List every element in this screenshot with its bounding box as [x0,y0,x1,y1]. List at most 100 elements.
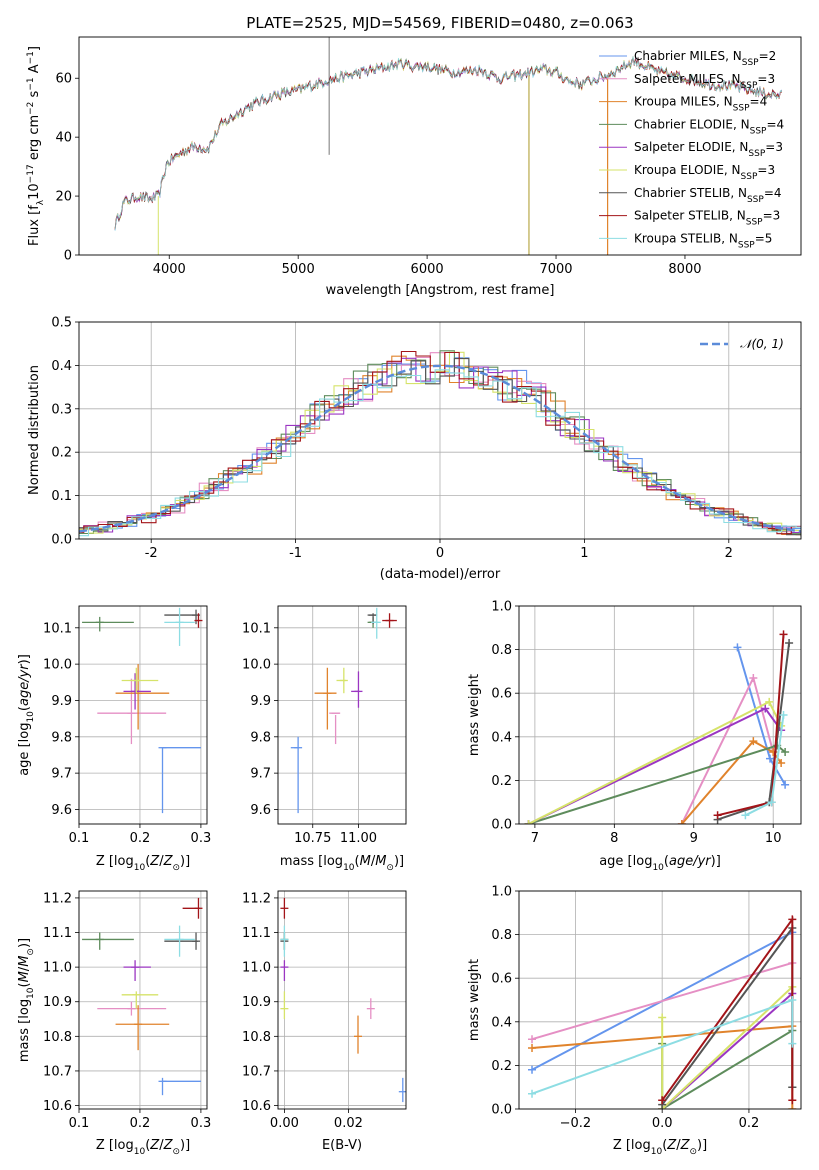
y-tick-label: 10.7 [242,1064,271,1079]
y-tick-label: 0 [64,249,72,264]
axes-frame [277,890,407,1110]
weight-marker [781,780,790,789]
plot-area [528,915,797,1109]
y-tick-label: 0.2 [491,774,512,789]
axes-frame [518,890,802,1110]
weight-line [531,961,793,1041]
age-vs-metallicity-chart: 0.1 0.2 0.3 9.6 9.7 9.8 9.9 10.0 10.1 [43,605,212,846]
x-tick-label: 0.1 [69,1116,90,1131]
x-tick-label: 0.0 [652,1116,673,1131]
legend-label: Chabrier MILES, NSSP=2 [634,49,776,68]
y-tick-label: 9.6 [51,803,72,818]
x-axis-label: wavelength [Angstrom, rest frame] [326,283,555,298]
weight-marker [528,1035,537,1044]
y-tick-label: 0.4 [491,730,512,745]
weight-marker [528,1043,537,1052]
y-axis-label: Flux [fλ10−17 erg cm−2 s−1 A−1] [26,46,46,246]
y-tick-label: 10.0 [43,658,72,673]
plot-area [290,607,397,814]
y-tick-label: 40 [55,131,72,146]
weight-marker [766,754,775,763]
plot-area [82,897,203,1096]
y-tick-label: 11.0 [242,961,271,976]
weight-marker [765,697,774,706]
y-tick-label: 0.4 [491,1015,512,1030]
y-tick-label: 0.2 [51,446,72,461]
x-tick-label: 0.3 [191,831,212,846]
axes-frame [78,605,208,825]
y-tick-label: 0.0 [491,1103,512,1118]
x-tick-label: 8 [610,831,618,846]
x-axis-label: age [log10(age/yr)] [599,854,721,873]
weight-marker [749,673,758,682]
y-tick-label: 60 [55,72,72,87]
x-tick-label: 5000 [282,262,315,277]
y-tick-label: 10.1 [242,621,271,636]
y-tick-label: 9.7 [51,767,72,782]
x-tick-label: 0 [436,546,444,561]
axes-frame [277,605,407,825]
legend-label: Kroupa MILES, NSSP=4 [634,95,767,114]
x-tick-label: 1 [580,546,588,561]
legend-label: Kroupa ELODIE, NSSP=3 [634,163,775,182]
weight-vs-age-chart: 7 8 9 10 0.0 0.2 0.4 0.6 0.8 1.0 [491,600,802,846]
weight-marker [749,737,758,746]
y-tick-label: 11.2 [43,891,72,906]
y-tick-label: 0.2 [491,1059,512,1074]
weight-line [528,707,782,824]
y-tick-label: 10.1 [43,621,72,636]
y-axis-label: mass [log10(M/M⊙)] [17,938,36,1062]
weight-marker [788,915,797,924]
weight-marker [741,811,750,820]
x-axis-label: Z [log10(Z/Z⊙)] [613,1138,707,1157]
weight-marker [788,1096,797,1105]
x-tick-label: 2 [725,546,733,561]
x-tick-label: -2 [145,546,158,561]
legend-label: Chabrier STELIB, NSSP=4 [634,186,782,205]
legend-label: Salpeter ELODIE, NSSP=3 [634,140,783,159]
legend-label: Salpeter MILES, NSSP=3 [634,72,775,91]
weight-line [717,642,791,821]
y-tick-label: 20 [55,190,72,205]
plot-area [114,37,782,255]
weight-line [661,1028,794,1109]
y-axis-label: mass weight [467,674,482,756]
x-tick-label: 11.00 [340,831,377,846]
legend-label: 𝒩(0, 1) [740,337,784,351]
weight-marker [788,1039,797,1048]
y-tick-label: 10.9 [43,995,72,1010]
spectrum-line [114,56,782,231]
y-tick-label: 9.6 [250,803,271,818]
y-tick-label: 0.5 [51,316,72,331]
plot-area [82,607,203,814]
weight-marker [767,798,776,807]
y-tick-label: 11.0 [43,961,72,976]
histogram-step [79,351,801,534]
weight-marker [788,1105,797,1109]
weight-marker [761,704,770,713]
weight-marker [779,630,788,639]
x-tick-label: 10 [765,831,782,846]
y-tick-label: 11.1 [242,926,271,941]
x-tick-label: -1 [289,546,302,561]
x-tick-label: 0.2 [739,1116,760,1131]
x-axis-label: (data-model)/error [380,567,501,582]
y-tick-label: 10.6 [242,1099,271,1114]
y-tick-label: 10.9 [242,995,271,1010]
x-tick-label: 10.75 [294,831,331,846]
spectrum-chart: 4000 5000 6000 7000 8000 0 20 40 60 PLATE=2525, M… [26,14,802,298]
plot-area [280,897,406,1103]
y-tick-label: 10.0 [242,658,271,673]
age-vs-mass-chart: 10.75 11.00 9.6 9.7 9.8 9.9 10.0 10.1 [242,605,407,846]
weight-marker [528,1065,537,1074]
axes-frame [518,605,802,825]
x-tick-label: 7 [531,831,539,846]
chart-title: PLATE=2525, MJD=54569, FIBERID=0480, z=0… [246,14,633,32]
x-tick-label: 0.00 [270,1116,299,1131]
x-tick-label: 0.02 [334,1116,363,1131]
y-tick-label: 9.9 [51,694,72,709]
x-axis-label: Z [log10(Z/Z⊙)] [96,854,190,873]
x-tick-label: 4000 [153,262,186,277]
y-tick-label: 10.7 [43,1064,72,1079]
mass-vs-extinction-chart: 0.00 0.02 10.6 10.7 10.8 10.9 11.0 11.1 11.2 [242,890,407,1131]
